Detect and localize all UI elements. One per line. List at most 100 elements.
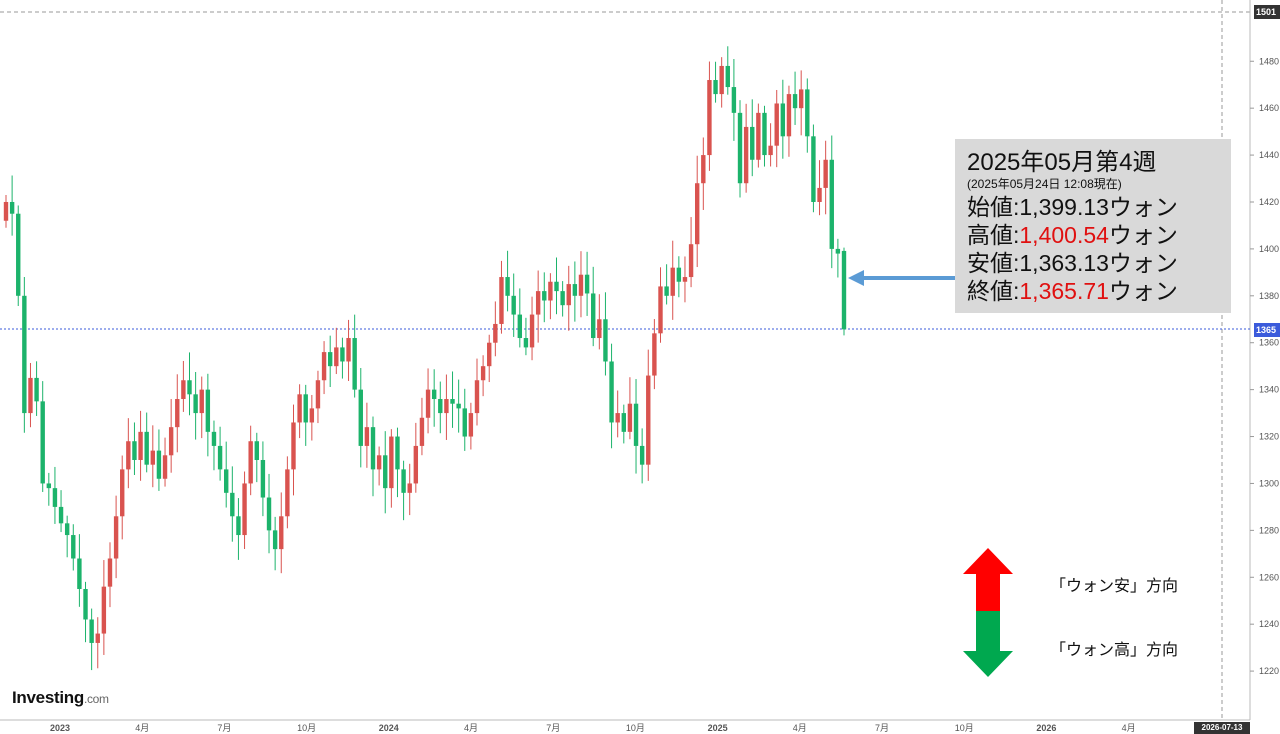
candle-body-43 bbox=[266, 497, 272, 531]
candle-body-34 bbox=[211, 431, 217, 446]
candle-120 bbox=[737, 100, 743, 198]
candle-body-137 bbox=[841, 250, 847, 330]
candle-body-30 bbox=[187, 380, 192, 395]
candle-body-50 bbox=[309, 408, 315, 423]
candle-body-123 bbox=[756, 112, 761, 160]
candle-body-55 bbox=[340, 347, 345, 362]
candle-36 bbox=[224, 441, 229, 508]
candle-26 bbox=[162, 437, 168, 487]
candle-126 bbox=[774, 89, 779, 168]
candle-106 bbox=[652, 319, 657, 390]
candle-body-83 bbox=[511, 295, 516, 315]
candle-91 bbox=[560, 281, 565, 317]
candle-44 bbox=[272, 516, 278, 571]
pointer-arrow bbox=[848, 270, 955, 286]
legend-down-text: 「ウォン高」方向 bbox=[1050, 642, 1179, 659]
candle-body-21 bbox=[132, 441, 137, 460]
candle-12 bbox=[77, 534, 82, 607]
candle-body-39 bbox=[242, 483, 247, 536]
candle-18 bbox=[113, 495, 119, 579]
candle-33 bbox=[205, 373, 211, 457]
candle-111 bbox=[682, 256, 688, 303]
candle-1 bbox=[9, 175, 15, 236]
candle-96 bbox=[591, 266, 596, 347]
candle-86 bbox=[529, 296, 535, 361]
candle-133 bbox=[817, 160, 822, 216]
candle-62 bbox=[383, 431, 388, 514]
candle-body-94 bbox=[578, 274, 584, 296]
candle-70 bbox=[431, 369, 437, 427]
candle-89 bbox=[548, 273, 553, 320]
candle-body-15 bbox=[95, 633, 100, 643]
candle-130 bbox=[798, 70, 804, 136]
candle-body-90 bbox=[554, 281, 559, 292]
candle-body-73 bbox=[450, 399, 455, 404]
y-tick-label-9: 1400 bbox=[1259, 244, 1279, 254]
candle-body-95 bbox=[584, 274, 590, 294]
candle-97 bbox=[597, 294, 602, 350]
y-tick-label-7: 1360 bbox=[1259, 338, 1279, 348]
candle-body-38 bbox=[236, 516, 241, 536]
candle-101 bbox=[621, 404, 626, 444]
candle-body-52 bbox=[321, 352, 327, 381]
candle-31 bbox=[193, 372, 198, 440]
candle-body-45 bbox=[279, 516, 284, 550]
candle-body-2 bbox=[16, 213, 21, 296]
candle-42 bbox=[260, 441, 266, 517]
candle-body-93 bbox=[572, 284, 578, 296]
candle-body-98 bbox=[603, 319, 608, 362]
high-row: 高値:1,400.54ウォン bbox=[967, 221, 1231, 249]
x-tick-label-12: 2026 bbox=[1036, 723, 1056, 733]
candle-body-104 bbox=[639, 445, 645, 465]
candle-body-89 bbox=[548, 281, 553, 301]
down-arrow-icon bbox=[963, 611, 1013, 677]
candle-body-54 bbox=[334, 347, 339, 367]
candle-54 bbox=[334, 327, 339, 375]
candle-body-107 bbox=[658, 286, 663, 334]
candle-102 bbox=[627, 377, 633, 440]
candle-34 bbox=[211, 420, 217, 471]
candle-132 bbox=[811, 124, 816, 213]
high-unit: ウォン bbox=[1108, 222, 1178, 248]
candle-51 bbox=[315, 370, 321, 424]
x-tick-label-5: 4月 bbox=[464, 723, 478, 733]
candle-66 bbox=[407, 463, 412, 516]
candle-76 bbox=[468, 402, 474, 450]
current-price-badge: 1365 bbox=[1254, 323, 1280, 337]
candle-body-87 bbox=[535, 291, 541, 315]
candle-30 bbox=[187, 352, 192, 416]
crosshair-date-badge: 2026-07-13 bbox=[1194, 722, 1250, 734]
low-separator: : bbox=[1013, 250, 1020, 276]
candle-body-108 bbox=[664, 286, 669, 296]
candle-79 bbox=[487, 334, 492, 383]
candle-92 bbox=[566, 265, 571, 331]
candle-128 bbox=[786, 85, 792, 157]
candle-body-77 bbox=[474, 380, 480, 414]
y-tick-label-10: 1420 bbox=[1259, 197, 1279, 207]
x-tick-label-8: 2025 bbox=[708, 723, 728, 733]
close-row: 終値:1,365.71ウォン bbox=[967, 277, 1231, 305]
candle-body-88 bbox=[542, 291, 547, 301]
x-tick-label-9: 4月 bbox=[793, 723, 807, 733]
x-tick-label-3: 10月 bbox=[297, 723, 316, 733]
investing-logo[interactable]: Investing.com bbox=[12, 688, 109, 708]
x-tick-label-1: 4月 bbox=[135, 723, 149, 733]
candle-body-16 bbox=[101, 586, 107, 634]
candle-body-36 bbox=[224, 469, 229, 493]
logo-suffix: .com bbox=[83, 692, 109, 706]
candle-118 bbox=[725, 46, 730, 95]
candle-61 bbox=[376, 446, 382, 486]
candle-body-109 bbox=[670, 267, 675, 296]
candle-19 bbox=[120, 455, 125, 540]
candle-40 bbox=[248, 425, 253, 496]
candle-94 bbox=[578, 251, 584, 318]
candle-body-31 bbox=[193, 394, 198, 414]
high-label: 高値 bbox=[967, 222, 1013, 248]
candle-body-14 bbox=[89, 619, 94, 643]
candle-body-28 bbox=[175, 399, 180, 428]
candle-117 bbox=[719, 57, 724, 108]
candle-109 bbox=[670, 240, 675, 320]
open-unit: ウォン bbox=[1108, 194, 1178, 220]
candle-134 bbox=[823, 140, 828, 215]
